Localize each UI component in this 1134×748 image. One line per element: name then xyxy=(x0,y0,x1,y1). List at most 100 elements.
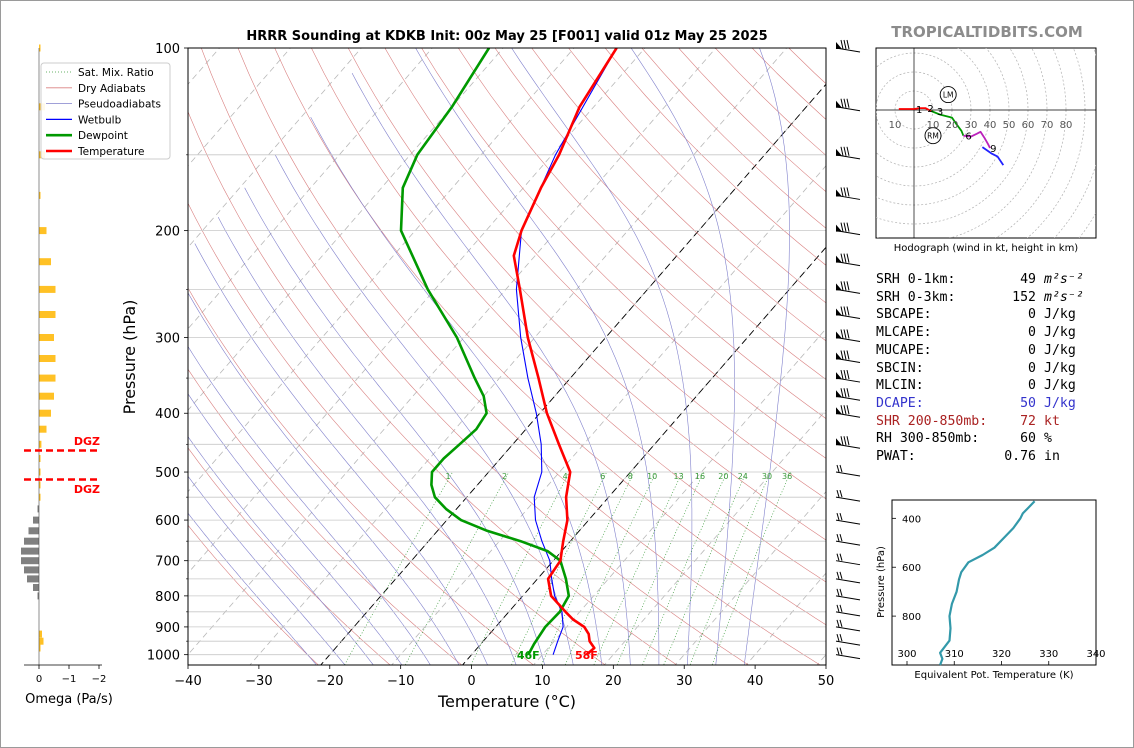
y-tick-label: 700 xyxy=(155,555,180,570)
stat-unit: J/kg xyxy=(1044,325,1076,341)
moist-adiabat xyxy=(415,48,660,665)
moist-adiabat xyxy=(188,393,403,665)
theta-e-x-tick-label: 300 xyxy=(897,649,916,660)
stat-unit: J/kg xyxy=(1044,395,1076,411)
mixing-ratio-line xyxy=(663,471,747,665)
wind-barb-feather xyxy=(836,647,840,655)
stat-label: MLCIN: xyxy=(876,378,924,394)
wind-barb xyxy=(835,604,861,617)
mixing-ratio-label: 2 xyxy=(502,472,507,481)
surface-dewpoint-label: 46F xyxy=(517,649,540,662)
wind-barb-flag xyxy=(836,100,842,108)
hodograph-ring-label: 40 xyxy=(984,120,997,131)
wind-barb-flag xyxy=(836,438,842,446)
wind-barb xyxy=(835,388,861,401)
x-tick-label: 20 xyxy=(605,674,622,689)
omega-bar xyxy=(37,592,39,600)
legend-box xyxy=(40,62,171,160)
stat-row: MUCAPE: 0 J/kg xyxy=(876,342,1096,360)
hodograph-segment xyxy=(930,110,965,137)
wind-barb-feather xyxy=(839,534,843,542)
theta-e-y-tick-label: 400 xyxy=(902,514,921,525)
dry-adiabat xyxy=(384,48,826,500)
wind-barb-feather xyxy=(836,490,840,498)
omega-bar xyxy=(39,355,56,362)
hodograph-segment xyxy=(963,130,991,149)
skewt-frame xyxy=(187,47,827,666)
profile-lines xyxy=(399,48,618,656)
stat-unit: m²s⁻² xyxy=(1044,272,1084,287)
moist-adiabat xyxy=(188,475,346,665)
stat-value: 50 xyxy=(1020,395,1036,411)
legend-label-wetbulb: Wetbulb xyxy=(78,114,122,126)
x-tick-label: 10 xyxy=(534,674,551,689)
stat-row: SRH 0-3km: 152 m²s⁻² xyxy=(876,289,1096,307)
hodograph-caption: Hodograph (wind in kt, height in km) xyxy=(894,243,1079,254)
stat-value: 0.76 xyxy=(1004,449,1036,465)
wind-barb-feather xyxy=(839,634,843,642)
stat-value: 49 xyxy=(1020,272,1036,287)
stat-row: SBCIN: 0 J/kg xyxy=(876,360,1096,378)
wind-barb xyxy=(835,329,861,342)
hodograph-lines xyxy=(898,107,1005,166)
wind-barb-staff xyxy=(835,595,861,601)
stat-unit: m²s⁻² xyxy=(1044,289,1084,305)
omega-bar xyxy=(39,468,41,476)
hodograph-ring-label: 60 xyxy=(1022,120,1035,131)
wind-barb-staff xyxy=(835,471,861,477)
stat-label: PWAT: xyxy=(876,449,916,465)
theta-e-y-tick-label: 600 xyxy=(902,563,921,574)
omega-bar xyxy=(21,557,39,565)
moist-adiabat xyxy=(188,292,460,665)
wind-barb xyxy=(835,588,861,601)
hodograph-height-label: 2 xyxy=(927,104,933,115)
wind-barb-staff xyxy=(835,560,861,566)
wind-barb-flag xyxy=(836,331,842,339)
moist-adiabat xyxy=(244,187,546,665)
wind-barb-flag xyxy=(836,283,842,291)
stat-label: RH 300-850mb: xyxy=(876,431,980,447)
stat-unit: J/kg xyxy=(1044,307,1076,323)
dry-adiabat xyxy=(458,48,826,419)
wind-barb-feather xyxy=(840,146,844,156)
stat-row: RH 300-850mb: 60% xyxy=(876,430,1096,448)
hodograph-ring-label: 70 xyxy=(1041,120,1054,131)
dry-adiabat xyxy=(347,48,826,541)
omega-bar xyxy=(39,630,42,638)
wind-barb-feather xyxy=(840,436,844,446)
wind-barb-feather xyxy=(839,553,843,561)
wind-barb-staff xyxy=(835,519,861,525)
minus20-isotherm xyxy=(320,83,826,665)
wind-barb-feather xyxy=(846,329,850,339)
x-tick-label: −10 xyxy=(387,674,414,689)
stat-unit: kt xyxy=(1044,413,1060,429)
omega-tick-label: 0 xyxy=(36,674,42,685)
wind-barb-staff xyxy=(835,578,861,584)
stat-label: SHR 200-850mb: xyxy=(876,413,988,429)
mixing-ratio-line xyxy=(511,471,608,665)
wind-barb-feather xyxy=(843,329,847,339)
wind-barb-flag xyxy=(836,148,842,156)
theta-e-x-tick-label: 310 xyxy=(945,649,964,660)
hodograph-labels: 10 10 20 30 40 50 60 70 80 LM RM 1 2 3 6 9 xyxy=(889,86,1072,155)
hodograph-ring-label: 20 xyxy=(946,120,959,131)
mixing-ratio-label: 8 xyxy=(628,472,633,481)
wind-barb-feather xyxy=(840,281,844,291)
theta-e-frame xyxy=(891,499,1097,666)
moist-adiabat xyxy=(351,72,631,665)
dry-adiabat xyxy=(237,48,821,665)
omega-bar xyxy=(39,311,56,318)
omega-bar xyxy=(39,44,41,52)
wind-barb-staff xyxy=(835,640,861,646)
stat-row: PWAT: 0.76 in xyxy=(876,448,1096,466)
wind-barb-feather xyxy=(846,405,850,415)
wind-barb-feather xyxy=(846,388,850,398)
omega-tick-label: −1 xyxy=(62,674,77,685)
dry-adiabat xyxy=(188,524,319,665)
theta-e-panel: 300 310 320 330 340 400 600 800 Equivalent Pot.… xyxy=(876,499,1106,681)
x-tick-label: 30 xyxy=(676,674,693,689)
dry-adiabat xyxy=(188,202,606,665)
stat-row: SBCAPE: 0 J/kg xyxy=(876,306,1096,324)
mixing-ratio-line xyxy=(593,471,683,665)
dry-adiabat xyxy=(188,447,391,665)
